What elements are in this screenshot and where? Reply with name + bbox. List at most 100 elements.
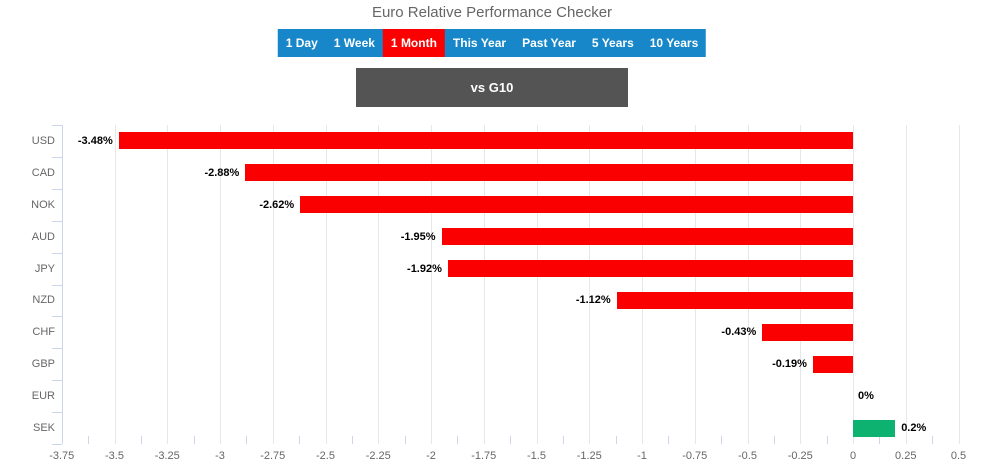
gridline: [167, 125, 169, 444]
minor-tick: [668, 436, 670, 444]
gridline: [325, 125, 327, 444]
gridline: [536, 125, 538, 444]
bar-value-eur: 0%: [858, 390, 874, 403]
x-axis-label: 0.25: [895, 450, 917, 462]
bar-nok[interactable]: [300, 196, 853, 214]
y-axis-tick: [52, 380, 62, 382]
minor-tick: [615, 436, 617, 444]
tab-1-week[interactable]: 1 Week: [333, 36, 375, 50]
minor-tick: [879, 436, 881, 444]
x-axis-label: -3.5: [105, 450, 124, 462]
category-label-cad: CAD: [31, 166, 55, 179]
x-axis-label: -2.25: [365, 450, 391, 462]
y-axis-tick: [52, 412, 62, 414]
tab-1-day[interactable]: 1 Day: [285, 36, 318, 50]
minor-tick: [88, 436, 90, 444]
category-label-nzd: NZD: [32, 294, 55, 307]
gridline: [642, 125, 643, 444]
bar-usd[interactable]: [118, 132, 853, 150]
x-axis-label: 0.5: [950, 450, 967, 462]
minor-tick: [140, 436, 142, 444]
gridline: [800, 125, 802, 444]
bar-value-nok: -2.62%: [259, 198, 295, 211]
y-axis-tick: [52, 220, 62, 222]
bar-chf[interactable]: [762, 323, 853, 341]
x-axis-label: -3.75: [49, 450, 75, 462]
x-axis-label: -2: [426, 450, 436, 462]
gridline: [958, 125, 960, 444]
x-axis-label: -3: [215, 450, 225, 462]
bar-jpy[interactable]: [447, 260, 853, 278]
x-axis-label: -1.25: [576, 450, 602, 462]
minor-tick: [351, 436, 353, 444]
period-toolbar: 1 Day 1 Week 1 Month This Year Past Year…: [277, 29, 707, 57]
gridline: [220, 125, 221, 444]
x-axis-label: -2.75: [260, 450, 286, 462]
bar-sek[interactable]: [853, 419, 896, 437]
y-axis-tick: [52, 156, 62, 158]
x-axis-label: -0.5: [738, 450, 757, 462]
gridline: [853, 125, 854, 444]
gridline: [483, 125, 485, 444]
tab-1-month[interactable]: 1 Month: [382, 29, 445, 57]
x-axis-label: -1: [637, 450, 647, 462]
x-axis-label: 0: [849, 450, 857, 462]
x-axis-label: -2.5: [316, 450, 335, 462]
category-label-jpy: JPY: [34, 262, 55, 275]
minor-tick: [299, 436, 301, 444]
y-axis-tick: [52, 188, 62, 190]
y-axis-line: [62, 125, 63, 444]
y-axis-tick: [52, 316, 62, 318]
minor-tick: [193, 436, 195, 444]
minor-tick: [457, 436, 459, 444]
gridline: [694, 125, 696, 444]
y-axis-tick: [52, 252, 62, 254]
minor-tick: [562, 436, 564, 444]
bar-gbp[interactable]: [812, 355, 853, 373]
gridline: [589, 125, 591, 444]
category-label-chf: CHF: [32, 326, 55, 339]
bar-aud[interactable]: [441, 228, 853, 246]
y-axis-tick: [52, 284, 62, 286]
gridline: [905, 125, 907, 444]
minor-tick: [246, 436, 248, 444]
gridline: [431, 125, 432, 444]
y-axis-tick: [52, 125, 62, 126]
minor-tick: [510, 436, 512, 444]
x-axis-label: -0.75: [682, 450, 708, 462]
bar-value-nzd: -1.12%: [575, 294, 611, 307]
category-label-aud: AUD: [31, 230, 55, 243]
group-selector-vs-g10[interactable]: vs G10: [356, 68, 628, 107]
category-label-gbp: GBP: [31, 358, 55, 371]
minor-tick: [932, 436, 934, 444]
gridline: [272, 125, 274, 444]
category-label-nok: NOK: [31, 198, 55, 211]
bar-value-chf: -0.43%: [721, 326, 757, 339]
minor-tick: [773, 436, 775, 444]
bar-value-aud: -1.95%: [400, 230, 436, 243]
bar-cad[interactable]: [245, 164, 853, 182]
gridline: [747, 125, 749, 444]
tab-past-year[interactable]: Past Year: [522, 36, 576, 50]
minor-tick: [721, 436, 723, 444]
x-axis-label: -1.75: [471, 450, 497, 462]
category-label-usd: USD: [31, 134, 55, 147]
y-axis-tick: [52, 348, 62, 350]
tab-10-years[interactable]: 10 Years: [649, 36, 699, 50]
tab-this-year[interactable]: This Year: [452, 36, 507, 50]
bar-value-jpy: -1.92%: [407, 262, 442, 275]
bar-value-gbp: -0.19%: [772, 358, 807, 371]
category-label-eur: EUR: [31, 390, 55, 403]
x-axis-label: -3.25: [154, 450, 180, 462]
tab-5-years[interactable]: 5 Years: [591, 36, 634, 50]
bar-nzd[interactable]: [616, 291, 853, 309]
minor-tick: [826, 436, 828, 444]
gridline: [378, 125, 380, 444]
x-axis-label: -1.5: [527, 450, 546, 462]
group-selector-label: vs G10: [470, 80, 514, 95]
category-label-sek: SEK: [32, 422, 55, 435]
gridline: [114, 125, 116, 444]
bar-value-cad: -2.88%: [204, 166, 240, 179]
